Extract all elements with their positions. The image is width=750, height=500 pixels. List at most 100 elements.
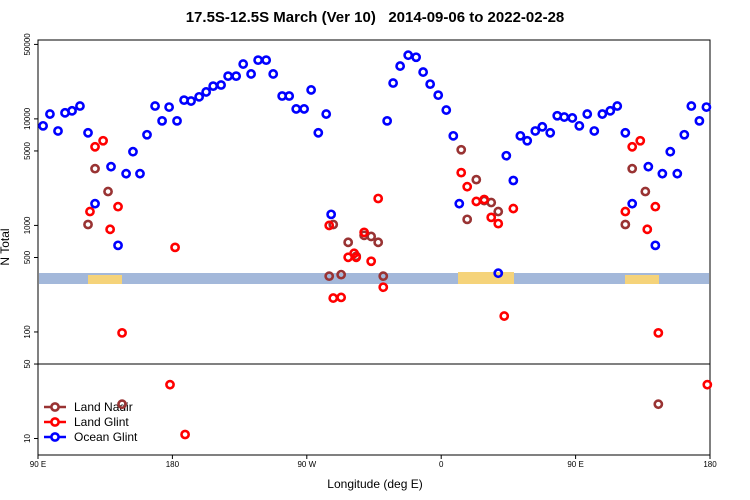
point xyxy=(321,109,332,119)
point xyxy=(150,101,160,111)
point xyxy=(83,219,93,230)
point xyxy=(441,105,452,115)
point xyxy=(268,69,279,79)
point xyxy=(194,91,205,102)
point xyxy=(103,186,113,197)
point xyxy=(694,115,705,126)
point xyxy=(170,242,180,253)
point xyxy=(679,129,690,140)
point xyxy=(653,399,664,410)
point xyxy=(418,67,429,77)
point xyxy=(261,55,272,66)
point xyxy=(462,214,473,225)
point xyxy=(180,429,190,440)
y-tick-label: 500 xyxy=(23,250,32,264)
point xyxy=(501,150,512,161)
x-tick-label: 0 xyxy=(439,460,444,469)
point xyxy=(45,109,55,119)
point xyxy=(686,101,697,111)
point xyxy=(650,201,661,212)
point xyxy=(284,91,295,101)
point xyxy=(326,209,337,220)
point xyxy=(113,201,123,212)
point xyxy=(53,126,63,136)
point xyxy=(223,71,234,82)
point xyxy=(522,135,533,146)
point xyxy=(640,186,651,197)
point xyxy=(567,113,578,123)
point xyxy=(627,198,638,209)
point xyxy=(117,399,127,410)
plot-frame xyxy=(37,39,711,456)
point xyxy=(172,115,182,126)
point xyxy=(395,61,406,71)
point xyxy=(186,96,196,106)
y-tick-label: 10000 xyxy=(23,107,32,130)
point xyxy=(313,127,324,138)
point xyxy=(433,90,444,101)
point xyxy=(657,168,668,179)
y-tick-label: 5000 xyxy=(23,142,32,160)
x-tick-label: 90 W xyxy=(297,460,316,469)
point xyxy=(135,168,145,179)
point xyxy=(454,198,465,209)
point xyxy=(672,168,683,179)
point xyxy=(90,141,100,152)
point xyxy=(620,127,631,138)
x-axis-title: Longitude (deg E) xyxy=(327,477,422,491)
point xyxy=(537,121,548,132)
point xyxy=(324,220,335,231)
point xyxy=(106,161,116,172)
legend-marker xyxy=(50,402,60,412)
point xyxy=(462,181,473,192)
point xyxy=(164,102,175,112)
point xyxy=(157,115,167,126)
y-tick-label: 100 xyxy=(23,325,32,339)
x-tick-label: 90 E xyxy=(567,460,583,469)
point xyxy=(605,105,616,116)
point xyxy=(559,112,570,122)
point xyxy=(336,269,347,280)
point xyxy=(351,252,362,263)
point xyxy=(493,268,504,279)
point xyxy=(328,293,339,303)
point xyxy=(530,126,541,136)
point xyxy=(642,224,653,235)
point xyxy=(620,219,631,230)
point xyxy=(38,120,48,131)
point xyxy=(499,311,510,321)
point xyxy=(627,163,638,174)
point xyxy=(382,115,393,126)
point xyxy=(597,109,608,119)
point xyxy=(486,212,497,223)
legend-marker xyxy=(50,432,60,442)
point xyxy=(75,101,85,111)
point xyxy=(299,104,310,114)
point xyxy=(246,69,256,79)
point xyxy=(456,144,467,155)
point xyxy=(83,127,93,138)
point xyxy=(121,168,132,179)
point xyxy=(515,130,526,141)
point xyxy=(403,50,414,61)
point xyxy=(231,71,242,82)
point xyxy=(582,109,593,119)
x-tick-label: 180 xyxy=(703,460,717,469)
point xyxy=(238,59,249,69)
point xyxy=(113,240,123,251)
point xyxy=(117,327,127,338)
point xyxy=(627,141,638,152)
point xyxy=(493,206,504,217)
point xyxy=(425,79,436,90)
point xyxy=(665,146,676,157)
y-tick-label: 50000 xyxy=(23,33,32,56)
x-tick-label: 180 xyxy=(166,460,180,469)
y-tick-label: 10 xyxy=(23,434,32,443)
point xyxy=(366,256,377,267)
point xyxy=(216,80,226,90)
point xyxy=(366,231,377,242)
point xyxy=(208,81,219,92)
point xyxy=(67,105,77,116)
point xyxy=(373,237,384,248)
point xyxy=(90,198,100,209)
